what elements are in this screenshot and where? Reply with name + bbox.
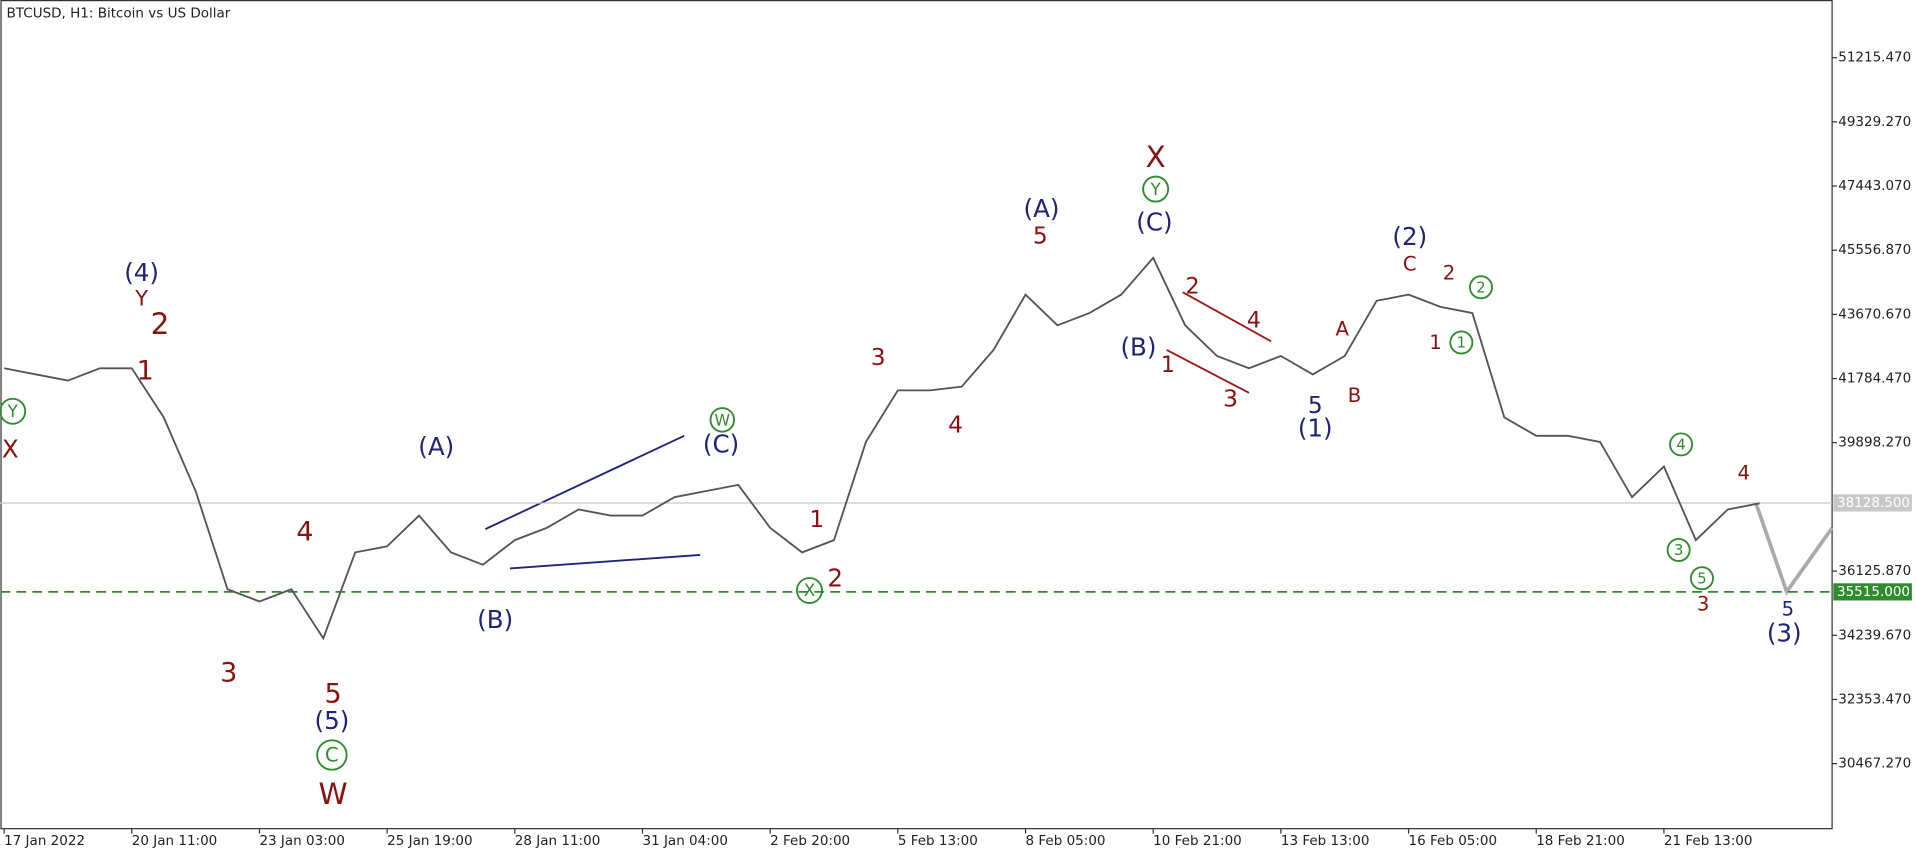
wave-label: 5: [1308, 392, 1323, 419]
y-tick-label: 30467.270: [1838, 756, 1911, 772]
wave-label: Y: [1150, 180, 1162, 199]
wave-label: 3: [1223, 386, 1238, 413]
y-tick-label: 47443.070: [1838, 178, 1911, 194]
wave-circle: [0, 397, 27, 425]
y-tick-label: 41784.470: [1838, 371, 1911, 387]
channel-line: [1182, 291, 1272, 343]
trend-line: [484, 434, 685, 530]
y-tick-label: 51215.470: [1838, 50, 1911, 66]
wave-label: W: [319, 777, 348, 811]
x-tick-label: 23 Jan 03:00: [259, 833, 344, 849]
wave-label: 2: [151, 307, 170, 341]
wave-label: (2): [1392, 222, 1427, 251]
price-label: 35515.000: [1837, 584, 1910, 600]
wave-circle: [1469, 275, 1493, 300]
wave-label: 4: [1247, 308, 1261, 334]
wave-label: 3: [220, 657, 237, 688]
price-label-box: [1833, 494, 1912, 512]
wave-label: (3): [1767, 619, 1802, 648]
x-tick-label: 5 Feb 13:00: [898, 833, 978, 849]
wave-circle: [316, 739, 348, 771]
wave-label: Y: [7, 402, 19, 421]
x-tick-label: 8 Feb 05:00: [1026, 833, 1106, 849]
wave-circle: [1666, 538, 1691, 562]
wave-label: 1: [1429, 331, 1441, 354]
y-tick-label: 49329.270: [1838, 114, 1911, 130]
wave-circle: [1689, 566, 1714, 591]
wave-label: 4: [948, 412, 963, 439]
wave-label: 4: [1676, 437, 1685, 454]
wave-label: (C): [1136, 207, 1172, 236]
y-tick-label: 45556.870: [1838, 242, 1911, 258]
forecast-line: [1754, 502, 1834, 596]
wave-label: 3: [1674, 542, 1683, 559]
wave-label: X: [1146, 140, 1166, 174]
wave-label: C: [1403, 253, 1417, 276]
price-label-box: [1833, 583, 1912, 601]
wave-circle: [1142, 175, 1170, 203]
wave-label: 3: [1697, 593, 1710, 616]
x-tick-label: 20 Jan 11:00: [132, 833, 217, 849]
wave-circle: [796, 577, 823, 604]
price-label: 38128.500: [1837, 495, 1910, 511]
x-tick-label: 25 Jan 19:00: [387, 833, 472, 849]
wave-label: 5: [325, 678, 342, 709]
wave-label: 2: [1443, 261, 1456, 284]
wave-circle: [709, 407, 735, 433]
x-tick-label: 28 Jan 11:00: [515, 833, 600, 849]
channel-line: [1166, 349, 1250, 394]
wave-label: X: [2, 435, 19, 464]
wave-label: W: [715, 411, 731, 430]
price-line-series: [3, 256, 1760, 641]
wave-label: 1: [1457, 335, 1466, 352]
wave-circle: [1449, 330, 1474, 355]
x-tick-label: 18 Feb 21:00: [1536, 833, 1625, 849]
wave-label: (5): [314, 706, 349, 735]
wave-label: 4: [1737, 461, 1750, 484]
wave-label: 1: [137, 355, 154, 386]
wave-label: 2: [1476, 280, 1485, 297]
wave-label: 5: [1782, 598, 1794, 621]
wave-label: 1: [809, 506, 824, 533]
wave-label: B: [1348, 384, 1361, 407]
x-tick-label: 2 Feb 20:00: [770, 833, 850, 849]
x-tick-label: 13 Feb 13:00: [1281, 833, 1370, 849]
wave-label: 5: [1033, 222, 1048, 249]
x-tick-label: 31 Jan 04:00: [642, 833, 727, 849]
wave-label: 4: [296, 516, 313, 547]
wave-label: C: [325, 744, 339, 767]
y-tick-label: 43670.670: [1838, 306, 1911, 322]
y-tick-label: 32353.470: [1838, 691, 1911, 707]
wave-label: (4): [124, 258, 159, 287]
wave-label: (A): [1024, 194, 1060, 223]
wave-label: (B): [477, 605, 513, 634]
wave-label: (B): [1120, 333, 1156, 362]
wave-label: (A): [418, 432, 454, 461]
x-tick-label: 16 Feb 05:00: [1409, 833, 1498, 849]
wave-label: 5: [1697, 570, 1706, 587]
wave-label: Y: [134, 287, 148, 311]
y-tick-label: 36125.870: [1838, 563, 1911, 579]
wave-label: 2: [827, 563, 843, 592]
wave-label: A: [1336, 318, 1350, 341]
x-tick-label: 21 Feb 13:00: [1664, 833, 1753, 849]
wave-label: 2: [1185, 273, 1199, 299]
wave-label: 1: [1161, 352, 1175, 378]
y-tick-label: 39898.270: [1838, 435, 1911, 451]
wave-circle: [1669, 432, 1694, 457]
y-tick-label: 34239.670: [1838, 627, 1911, 643]
wave-label: X: [804, 581, 815, 600]
wave-label: 3: [871, 344, 886, 371]
x-tick-label: 10 Feb 21:00: [1153, 833, 1242, 849]
chart-title: BTCUSD, H1: Bitcoin vs US Dollar: [7, 6, 231, 22]
wave-label: (C): [703, 430, 739, 459]
trend-line: [509, 553, 701, 570]
wave-label: (1): [1298, 414, 1333, 443]
x-tick-label: 17 Jan 2022: [4, 833, 85, 849]
